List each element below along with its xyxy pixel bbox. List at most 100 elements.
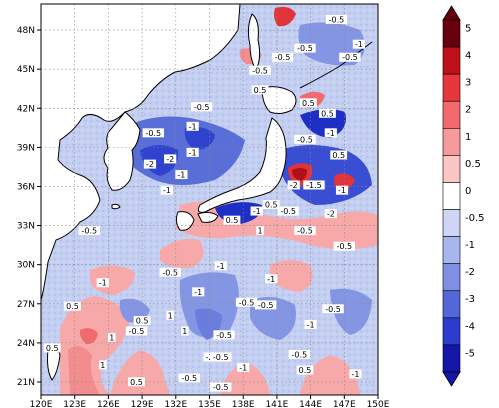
lon-tick-label: 138E <box>232 400 255 408</box>
contour-label: -0.5 <box>336 242 352 251</box>
contour-label-bg <box>128 377 145 387</box>
contour-label-bg <box>324 209 337 219</box>
lon-tick-label: 129E <box>131 400 154 408</box>
lat-tick-label: 24N <box>17 339 35 349</box>
colorbar-top-arrow <box>442 5 461 21</box>
colorbar-segment <box>442 73 461 102</box>
contour-label: -1 <box>177 171 185 180</box>
contour-label: -0.5 <box>297 227 313 236</box>
contour-label: 0.5 <box>226 216 239 225</box>
lon-tick-label: 141E <box>265 400 288 408</box>
colorbar-segment <box>442 100 461 129</box>
contour-label-bg <box>339 52 361 62</box>
contour-label-bg <box>256 226 264 236</box>
contour-label: -2 <box>290 181 298 190</box>
contour-label-bg <box>324 128 337 138</box>
lon-tick-label: 150E <box>367 400 390 408</box>
asia-mainland <box>41 4 241 301</box>
contour-label-bg <box>190 102 213 112</box>
colorbar-label: 0 <box>465 186 471 197</box>
contour-label: -1 <box>267 275 275 284</box>
contour-label-bg <box>288 349 311 359</box>
contour-label: -0.5 <box>297 135 313 144</box>
honshu-island <box>197 117 287 213</box>
contour-label-bg <box>319 108 336 118</box>
hokkaido-island <box>261 86 297 115</box>
contour-label-bg <box>277 206 299 216</box>
lat-tick-label: 36N <box>17 182 35 192</box>
lat-tick-label: 30N <box>17 261 35 271</box>
contour-label-bg <box>335 185 349 195</box>
contour-label: -2 <box>146 160 154 169</box>
lat-tick-label: 33N <box>17 222 35 232</box>
contour-label-bg <box>294 226 316 236</box>
contour-label: 0.5 <box>299 366 312 375</box>
colorbar-segment <box>442 46 461 75</box>
contour-label-bg <box>250 206 263 216</box>
land-masses <box>41 4 373 381</box>
lat-tick-label: 45N <box>17 65 35 75</box>
shikoku-island <box>197 211 219 223</box>
contour-label: -0.5 <box>329 15 345 24</box>
lon-tick-label: 126E <box>97 400 120 408</box>
contour-label-bg <box>325 14 348 24</box>
contour-label: -0.5 <box>275 53 291 62</box>
contour-label-bg <box>223 215 241 225</box>
contour-label: 0.5 <box>321 109 334 118</box>
contour-label-bg <box>262 200 280 210</box>
contour-label-bg <box>330 150 348 160</box>
colorbar-segment <box>442 290 461 319</box>
contour-label: 0.5 <box>66 302 79 311</box>
colorbar-segment <box>442 19 461 48</box>
contour-label-bg <box>143 159 157 169</box>
colorbar-segment <box>442 344 461 373</box>
contour-label-bg <box>294 134 316 144</box>
colorbar-segment <box>442 263 461 292</box>
colorbar-label: -1 <box>465 240 475 251</box>
map-axes: 120E 123E 126E 129E 132E 135E 138E 141E 144E 147E… <box>17 26 390 408</box>
contour-label: -0.5 <box>81 227 97 236</box>
contour-label: 0.5 <box>46 344 59 353</box>
contour-label: -0.5 <box>292 350 308 359</box>
lon-tick-label: 144E <box>299 400 322 408</box>
contour-label-bg <box>166 310 174 320</box>
contour-label-bg <box>186 147 199 157</box>
korea-peninsula <box>103 111 141 191</box>
contour-label: 0.5 <box>130 378 143 387</box>
contour-label-bg <box>186 121 199 131</box>
contour-label: 0.5 <box>254 86 267 95</box>
lon-tick-label: 120E <box>30 400 53 408</box>
contour-label: -0.5 <box>129 327 145 336</box>
contour-label: -1 <box>189 122 197 131</box>
contour-label: -1 <box>355 40 363 49</box>
contour-label-bg <box>304 319 317 329</box>
contour-label: 1 <box>100 361 105 370</box>
contour-label: -0.5 <box>342 53 358 62</box>
lon-tick-label: 132E <box>164 400 187 408</box>
contour-label-bg <box>235 297 258 307</box>
contour-label: -0.5 <box>258 301 274 310</box>
contour-label-bg <box>210 382 232 392</box>
contour-label: -1 <box>352 370 360 379</box>
contour-label: -1.5 <box>306 181 322 190</box>
contour-labels: -0.5 -0.5 -0.5 -1 -0.5 -0.5 0.5 0.5 0.5 -0.5 -0.5 -… <box>43 14 366 392</box>
contour-label-bg <box>98 360 107 370</box>
contour-label-bg <box>160 185 173 195</box>
jeju-island <box>111 203 121 210</box>
kuril-islands <box>299 41 373 89</box>
contour-label-bg <box>294 43 316 53</box>
contour-label-bg <box>178 373 200 383</box>
lat-tick-label: 39N <box>17 143 35 153</box>
colorbar-segment <box>442 209 461 237</box>
contour-label: -0.5 <box>280 207 296 216</box>
colorbar-label: 4 <box>465 51 471 62</box>
contour-label-bg <box>349 369 362 379</box>
colorbar-label: 0.5 <box>465 159 481 170</box>
contour-label-bg <box>213 330 235 340</box>
contour-label-bg <box>192 287 205 297</box>
contour-label-bg <box>78 226 101 236</box>
contour-label-bg <box>333 241 355 251</box>
colorbar-label: 5 <box>465 23 471 34</box>
colorbar-segment <box>442 182 461 210</box>
contour-label-bg <box>125 326 148 336</box>
